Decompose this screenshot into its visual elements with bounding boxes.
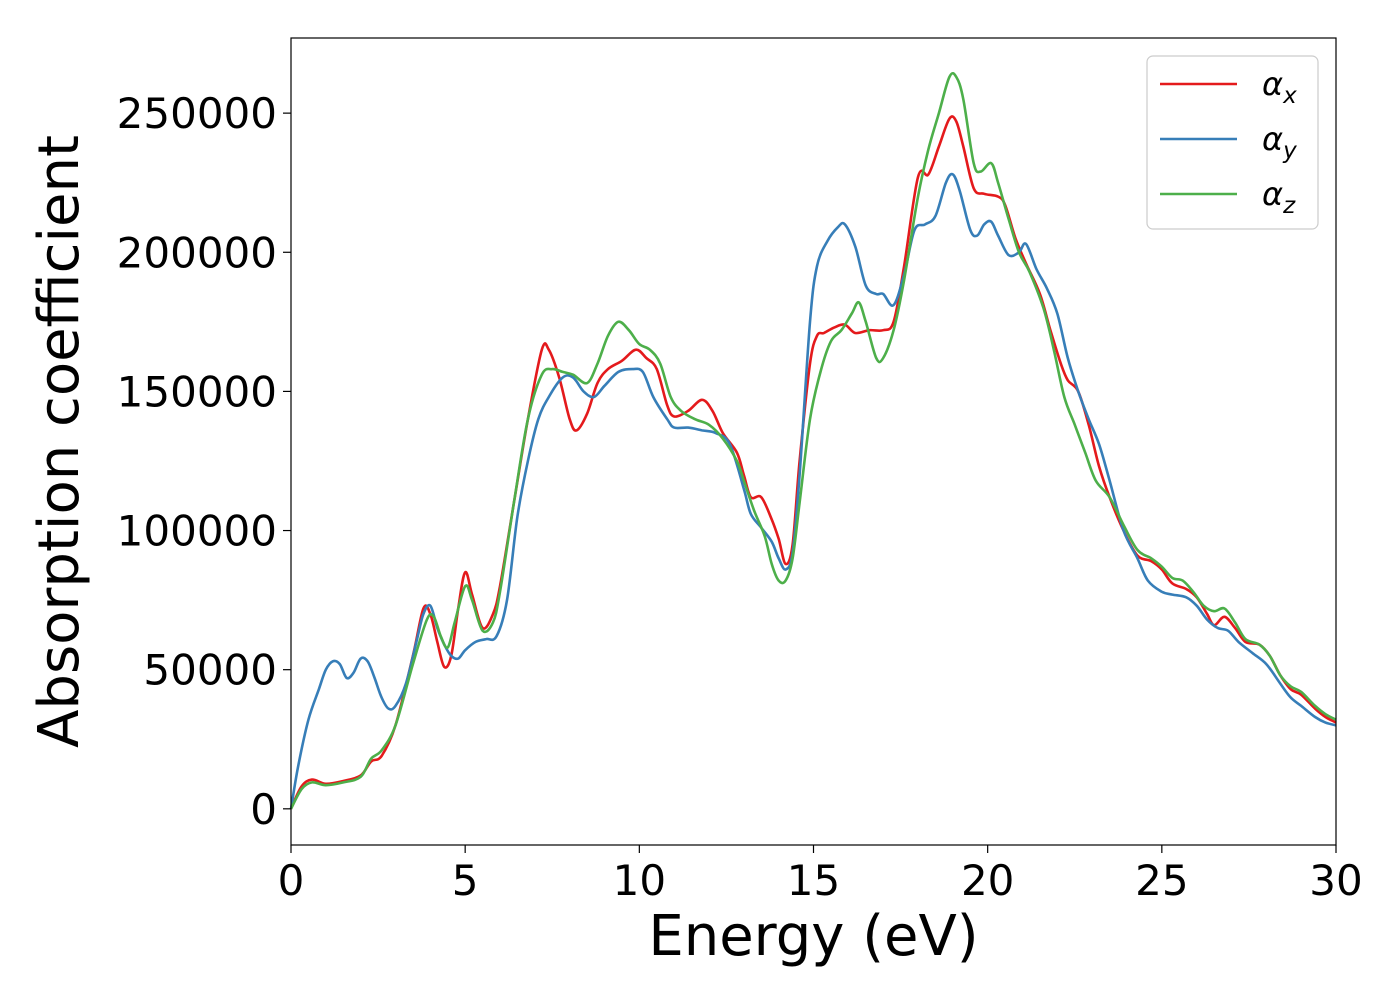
y-tick-label: 100000 [117, 507, 277, 556]
legend-label-z: αz [1262, 175, 1296, 219]
series-line-y [289, 172, 1337, 810]
y-tick-label: 250000 [117, 89, 277, 138]
x-tick-label: 10 [613, 856, 666, 905]
y-tick-label: 0 [250, 785, 277, 834]
x-tick-label: 5 [452, 856, 479, 905]
legend: αx αy αz [1146, 55, 1319, 230]
x-tick-label: 0 [278, 856, 305, 905]
x-tick-label: 25 [1135, 856, 1188, 905]
y-tick-label: 50000 [143, 646, 277, 695]
x-tick-label: 20 [961, 856, 1014, 905]
legend-label-x: αx [1262, 65, 1297, 109]
ticks-layer: 0 5 10 15 20 25 30 0 50000 100000 150000 200000 2500… [117, 89, 1363, 905]
legend-label-y: αy [1262, 120, 1297, 164]
y-tick-label: 200000 [117, 228, 277, 277]
legend-box [1146, 55, 1319, 230]
x-axis-label: Energy (eV) [648, 904, 978, 969]
series-layer [289, 71, 1337, 810]
x-tick-label: 15 [787, 856, 840, 905]
x-tick-label: 30 [1309, 856, 1362, 905]
y-tick-label: 150000 [117, 367, 277, 416]
series-line-z [289, 71, 1337, 810]
y-axis-label: Absorption coefficient [27, 135, 92, 748]
